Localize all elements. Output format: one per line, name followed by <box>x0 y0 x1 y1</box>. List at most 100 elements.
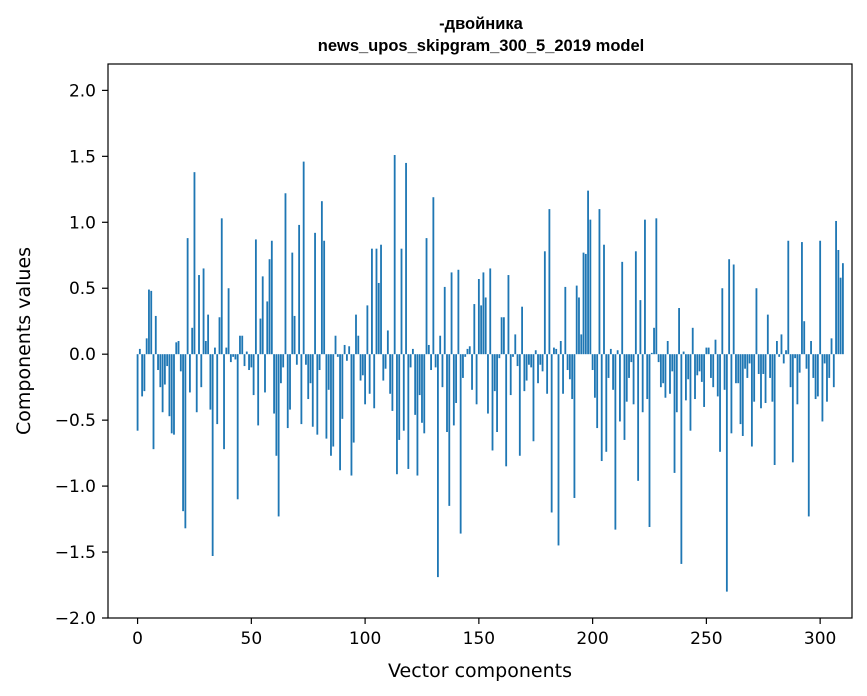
bar <box>719 354 721 452</box>
bar <box>452 354 455 426</box>
y-tick-label: −1.0 <box>55 477 96 497</box>
y-tick-label: 1.0 <box>69 213 96 233</box>
bar <box>682 351 685 355</box>
y-tick-label: −2.0 <box>55 609 96 629</box>
bar <box>559 341 562 355</box>
bar <box>482 272 485 355</box>
bar <box>589 219 592 355</box>
bar <box>282 354 285 368</box>
bar <box>450 272 453 355</box>
bar <box>261 276 264 355</box>
bar <box>270 240 273 355</box>
bar <box>502 317 505 355</box>
bar <box>229 354 232 363</box>
bar <box>218 317 221 355</box>
bar <box>448 354 451 506</box>
bar <box>359 354 362 381</box>
bar <box>414 354 417 415</box>
bar <box>591 354 594 371</box>
bar <box>739 354 742 425</box>
bar <box>366 305 369 355</box>
bar <box>200 354 203 388</box>
bar <box>293 315 296 355</box>
bar <box>336 354 339 357</box>
bar <box>318 354 321 371</box>
bar <box>782 354 785 364</box>
bar <box>571 354 574 400</box>
bar <box>489 268 492 355</box>
bar <box>823 354 826 364</box>
bar <box>391 354 394 411</box>
bar <box>477 279 480 355</box>
bar <box>659 354 662 388</box>
bar <box>760 354 762 409</box>
bar <box>637 354 640 481</box>
bar <box>546 354 549 394</box>
bar <box>650 352 653 355</box>
bar <box>621 261 624 355</box>
bar <box>204 341 207 355</box>
bar <box>491 354 494 451</box>
bar <box>159 354 162 388</box>
bar <box>512 354 514 357</box>
bar <box>471 354 473 390</box>
bar <box>339 354 341 471</box>
bar <box>830 338 833 355</box>
bar <box>179 354 182 372</box>
bar <box>307 354 310 400</box>
bar <box>330 354 332 456</box>
bar <box>289 354 291 410</box>
bar <box>794 354 797 359</box>
bar <box>225 347 228 355</box>
bar <box>796 354 799 405</box>
bar <box>198 275 200 355</box>
bar <box>725 354 728 592</box>
bar <box>446 354 448 433</box>
bar <box>361 354 364 376</box>
x-axis-label: Vector components <box>388 660 572 682</box>
bar <box>168 354 171 417</box>
bar <box>382 354 385 381</box>
bar <box>284 193 287 355</box>
bar <box>386 330 389 355</box>
bar <box>355 314 357 355</box>
bar <box>764 354 767 403</box>
bar <box>698 354 701 372</box>
bar <box>755 288 758 355</box>
bar <box>464 354 467 357</box>
bar <box>548 209 551 355</box>
bar <box>564 286 567 355</box>
bar <box>175 342 178 355</box>
y-tick-label: 0.5 <box>69 279 96 299</box>
bar <box>220 218 223 355</box>
bar <box>550 354 553 513</box>
bar <box>136 354 139 431</box>
bar <box>441 354 444 388</box>
bar <box>375 248 378 355</box>
x-tick-label: 300 <box>804 629 836 649</box>
bar <box>371 248 373 355</box>
bar <box>443 286 446 355</box>
x-tick-label: 50 <box>241 629 263 649</box>
bar <box>314 232 316 355</box>
bar <box>675 354 678 413</box>
bar <box>400 248 403 355</box>
bar <box>207 314 210 355</box>
bar <box>584 253 587 355</box>
bar <box>209 354 212 410</box>
bar <box>291 252 294 355</box>
bar <box>691 327 694 355</box>
bar <box>619 354 621 422</box>
bar <box>393 155 396 355</box>
bar <box>694 354 696 400</box>
bar <box>798 354 801 373</box>
bar <box>762 354 765 374</box>
bar <box>389 354 392 394</box>
bar <box>295 354 298 365</box>
bar <box>575 285 578 355</box>
bar <box>707 347 710 355</box>
bar <box>816 354 819 397</box>
bar <box>348 346 351 355</box>
bar <box>841 263 844 355</box>
bar <box>280 354 282 384</box>
